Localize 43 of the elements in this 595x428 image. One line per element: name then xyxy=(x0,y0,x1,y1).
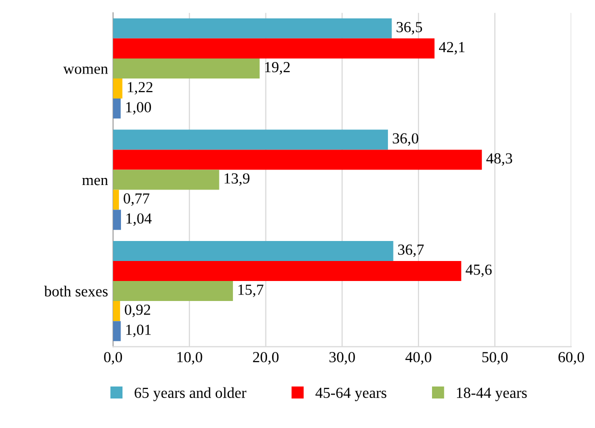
x-tick-label: 0,0 xyxy=(104,352,122,364)
y-tick-label: both sexes xyxy=(44,286,108,296)
bar xyxy=(113,78,122,99)
data-label: 1,22 xyxy=(128,82,152,95)
y-tick-label: men xyxy=(82,178,108,186)
bar xyxy=(113,240,394,261)
data-label: 15,7 xyxy=(238,284,264,298)
data-label: 36,7 xyxy=(398,244,424,257)
bar xyxy=(113,210,121,230)
y-tick-label: women xyxy=(63,66,108,74)
legend-label: 18-44 years xyxy=(456,388,527,402)
bar xyxy=(113,38,435,58)
legend-label: 45-64 years xyxy=(315,388,386,402)
data-label: 36,0 xyxy=(392,133,418,146)
x-tick-label: 10,0 xyxy=(177,352,202,364)
data-label: 0,77 xyxy=(124,193,150,206)
data-label: 0,92 xyxy=(124,304,150,318)
x-tick-label: 60,0 xyxy=(558,352,584,364)
data-label: 13,9 xyxy=(224,173,250,186)
bar xyxy=(113,150,482,170)
x-tick-label: 20,0 xyxy=(253,352,279,364)
data-label: 19,2 xyxy=(265,62,290,75)
bar xyxy=(113,260,462,282)
x-tick-label: 50,0 xyxy=(482,352,508,364)
bar xyxy=(113,190,119,210)
bar xyxy=(113,301,120,322)
data-label: 1,00 xyxy=(126,102,152,115)
data-label: 48,3 xyxy=(486,153,512,166)
data-label: 36,5 xyxy=(396,22,422,34)
x-tick-label: 40,0 xyxy=(405,352,432,364)
bar xyxy=(113,170,220,190)
data-label: 42,1 xyxy=(438,42,465,54)
bar xyxy=(113,58,260,78)
legend-label: 65 years and older xyxy=(134,387,246,402)
bar xyxy=(113,18,392,38)
data-label: 1,04 xyxy=(126,213,152,226)
data-label: 45,6 xyxy=(466,264,492,278)
bar xyxy=(113,321,121,342)
x-tick-label: 30,0 xyxy=(329,352,355,364)
bar xyxy=(113,281,233,302)
bar xyxy=(113,130,388,150)
bar xyxy=(113,98,121,119)
data-label: 1,01 xyxy=(126,324,151,338)
